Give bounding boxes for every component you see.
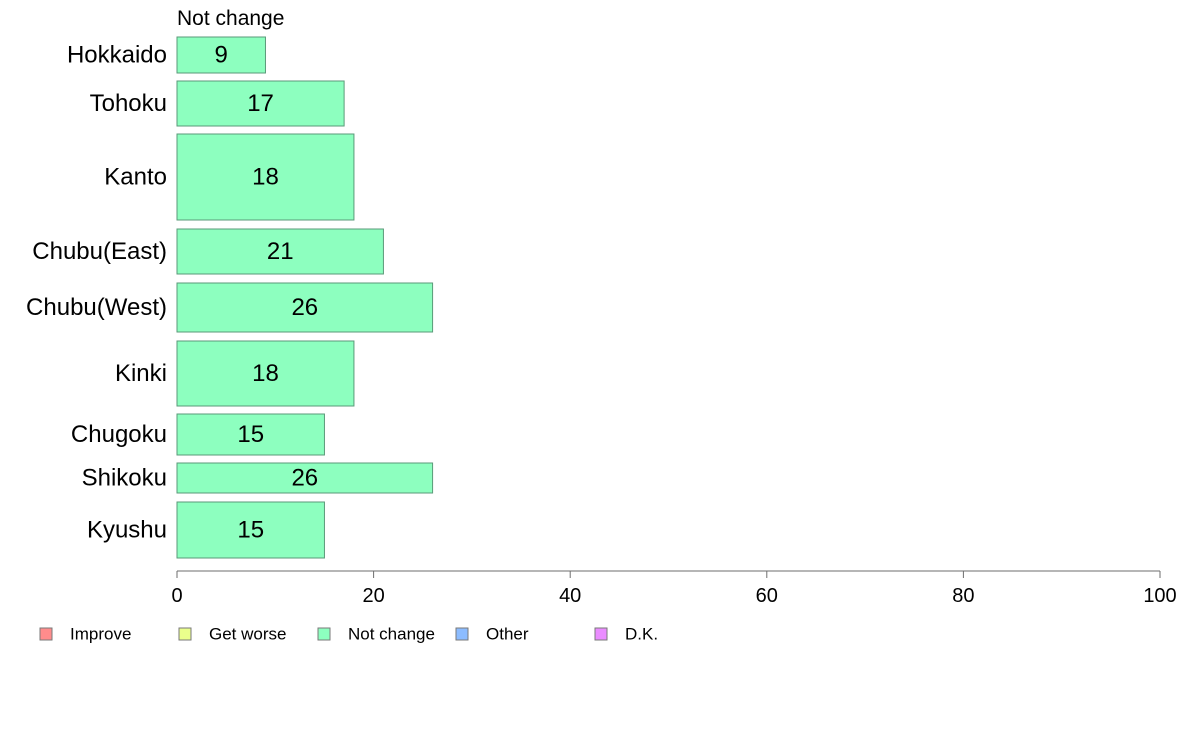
x-tick-label-0: 0 <box>171 585 182 607</box>
x-tick-label-100: 100 <box>1143 585 1176 607</box>
data-label-chubu-west: 26 <box>291 294 318 321</box>
bar-kinki <box>176 340 355 407</box>
x-tick-label-40: 40 <box>559 585 581 607</box>
x-tick-label-20: 20 <box>362 585 384 607</box>
legend-label-get-worse: Get worse <box>209 625 286 644</box>
legend-swatch-d-k <box>594 627 608 641</box>
bar-chubu-east <box>176 228 384 275</box>
legend-swatch-other <box>455 627 469 641</box>
legend: Improve Get worse Not change Other D.K. <box>39 625 658 644</box>
category-label-kinki: Kinki <box>115 360 167 387</box>
bar-chugoku <box>176 413 325 456</box>
category-label-kanto: Kanto <box>104 164 167 191</box>
bars-layer <box>176 36 434 559</box>
data-label-kanto: 18 <box>252 164 279 191</box>
x-tick-label-60: 60 <box>756 585 778 607</box>
legend-swatch-not-change <box>317 627 331 641</box>
data-label-kyushu: 15 <box>237 517 264 544</box>
legend-label-d-k: D.K. <box>625 625 658 644</box>
bar-kanto <box>176 133 355 221</box>
category-label-chubu-west: Chubu(West) <box>26 294 167 321</box>
x-tick-label-80: 80 <box>952 585 974 607</box>
data-label-hokkaido: 9 <box>215 42 228 69</box>
x-axis: 0 20 40 60 80 100 <box>171 570 1177 607</box>
bar-chubu-west <box>176 282 434 333</box>
category-label-hokkaido: Hokkaido <box>67 42 167 69</box>
bar-kyushu <box>176 501 325 559</box>
legend-swatch-improve <box>39 627 53 641</box>
bar-tohoku <box>176 80 345 127</box>
chart-title: Not change <box>177 7 284 30</box>
category-labels: Hokkaido Tohoku Kanto Chubu(East) Chubu(West… <box>26 42 167 544</box>
data-label-chugoku: 15 <box>237 421 264 448</box>
legend-label-not-change: Not change <box>348 625 435 644</box>
bar-hokkaido <box>176 36 266 74</box>
legend-label-improve: Improve <box>70 625 131 644</box>
legend-label-other: Other <box>486 625 529 644</box>
bar-shikoku <box>176 462 434 494</box>
data-label-kinki: 18 <box>252 360 279 387</box>
category-label-shikoku: Shikoku <box>82 465 167 492</box>
category-label-kyushu: Kyushu <box>87 517 167 544</box>
value-labels: 9 17 18 21 26 18 15 26 15 <box>215 42 319 544</box>
category-label-chugoku: Chugoku <box>71 421 167 448</box>
data-label-tohoku: 17 <box>247 90 274 117</box>
category-label-chubu-east: Chubu(East) <box>32 238 167 265</box>
data-label-shikoku: 26 <box>291 465 318 492</box>
legend-swatch-get-worse <box>178 627 192 641</box>
category-label-tohoku: Tohoku <box>90 90 167 117</box>
data-label-chubu-east: 21 <box>267 238 294 265</box>
